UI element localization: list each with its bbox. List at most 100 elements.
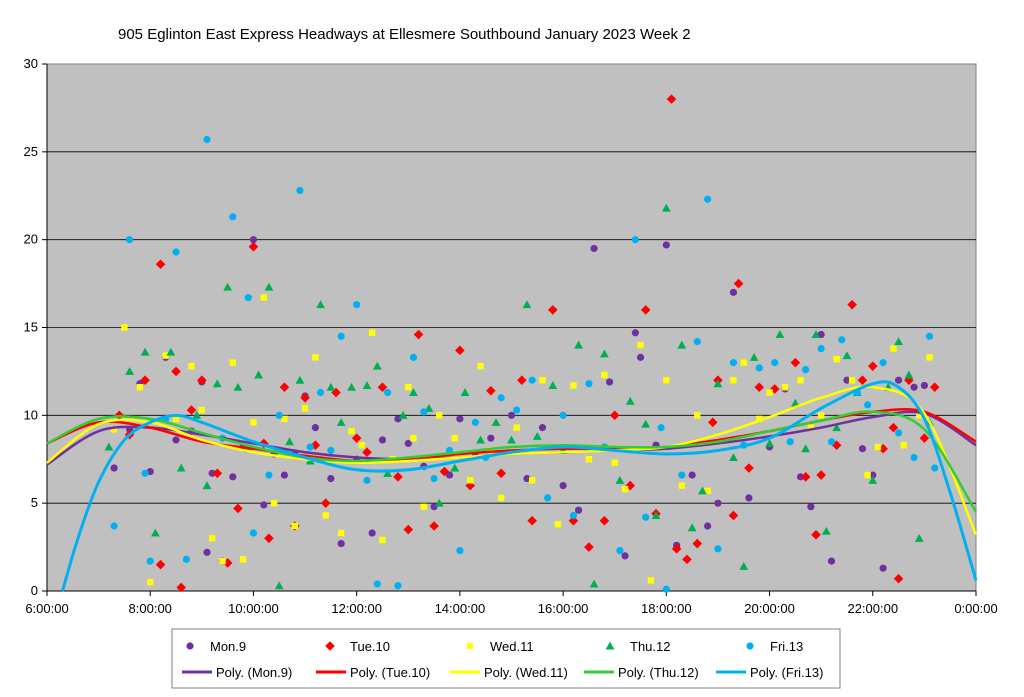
data-point xyxy=(229,473,237,481)
legend-label: Poly. (Fri.13) xyxy=(750,665,823,680)
data-point xyxy=(363,476,371,484)
data-point xyxy=(693,337,701,346)
data-point xyxy=(337,539,345,548)
data-point xyxy=(800,472,811,482)
data-point xyxy=(233,503,243,514)
data-point xyxy=(239,556,247,563)
x-tick-label: 0:00:00 xyxy=(954,601,997,616)
data-point xyxy=(150,528,160,537)
data-point xyxy=(409,388,418,397)
data-point xyxy=(445,471,454,479)
legend-label: Thu.12 xyxy=(630,639,670,654)
data-point xyxy=(264,282,274,291)
data-point xyxy=(398,410,408,419)
data-point xyxy=(893,573,904,584)
data-point xyxy=(192,410,202,419)
data-point xyxy=(704,522,712,530)
data-point xyxy=(208,469,216,477)
data-point xyxy=(842,351,852,360)
data-point xyxy=(436,412,443,419)
data-point xyxy=(568,515,579,526)
data-point xyxy=(517,375,527,385)
data-point xyxy=(295,375,305,384)
series-1-points xyxy=(114,94,940,593)
data-point xyxy=(274,581,284,590)
data-point xyxy=(609,410,620,421)
trendline-9 xyxy=(61,380,978,592)
data-point xyxy=(775,330,785,339)
data-point xyxy=(373,580,381,588)
data-point xyxy=(671,544,682,554)
data-point xyxy=(337,332,345,340)
legend-label: Mon.9 xyxy=(210,639,246,654)
data-point xyxy=(910,453,918,462)
data-point xyxy=(362,447,372,458)
data-point xyxy=(756,415,763,423)
data-point xyxy=(507,435,516,444)
data-point xyxy=(657,424,665,432)
data-point xyxy=(327,474,335,483)
data-point xyxy=(615,475,625,484)
data-point xyxy=(379,536,386,544)
data-point xyxy=(249,529,258,537)
data-point xyxy=(410,434,417,442)
legend-marker xyxy=(605,641,615,650)
data-point xyxy=(351,433,362,443)
data-point xyxy=(336,417,346,426)
x-tick-label: 6:00:00 xyxy=(25,601,68,616)
data-point xyxy=(186,405,197,415)
data-point xyxy=(740,359,747,366)
data-point xyxy=(347,382,356,391)
data-point xyxy=(197,375,207,385)
y-tick-label: 10 xyxy=(24,407,38,422)
data-point xyxy=(202,481,212,490)
data-point xyxy=(476,435,485,444)
data-point xyxy=(513,424,520,431)
data-point xyxy=(749,352,759,361)
x-tick-label: 12:00:00 xyxy=(331,601,382,616)
data-point xyxy=(601,371,608,379)
x-tick-label: 20:00:00 xyxy=(744,601,795,616)
data-point xyxy=(662,585,670,593)
data-point xyxy=(507,411,516,419)
y-tick-label: 15 xyxy=(24,320,38,335)
data-point xyxy=(707,417,718,428)
data-point xyxy=(864,401,872,409)
data-point xyxy=(827,557,836,565)
data-point xyxy=(265,471,273,479)
data-point xyxy=(310,440,321,450)
data-point xyxy=(677,340,687,349)
data-point xyxy=(821,526,831,535)
data-point xyxy=(790,357,801,368)
legend-label: Tue.10 xyxy=(350,639,390,654)
y-tick-label: 5 xyxy=(31,495,38,510)
data-point xyxy=(121,324,128,331)
legend-box xyxy=(171,628,841,689)
data-point xyxy=(203,548,211,556)
data-point xyxy=(910,383,918,391)
data-point xyxy=(311,424,319,432)
data-point xyxy=(640,305,651,315)
data-point xyxy=(208,535,216,542)
data-point xyxy=(403,524,414,535)
data-point xyxy=(465,480,476,491)
legend-label: Fri.13 xyxy=(770,639,803,654)
data-point xyxy=(766,389,773,396)
data-point xyxy=(754,382,765,393)
data-point xyxy=(832,423,842,432)
data-point xyxy=(326,382,336,391)
data-point xyxy=(260,294,267,301)
data-point xyxy=(155,259,166,270)
data-point xyxy=(698,486,707,495)
data-point xyxy=(929,382,940,393)
data-point xyxy=(636,353,645,361)
data-point xyxy=(547,305,558,315)
data-point xyxy=(797,377,804,384)
data-point xyxy=(590,244,598,253)
data-point xyxy=(847,299,857,310)
data-point xyxy=(188,362,195,370)
data-point xyxy=(353,301,361,309)
data-point xyxy=(755,364,763,372)
legend-label: Poly. (Tue.10) xyxy=(350,665,430,680)
data-point xyxy=(544,494,552,502)
